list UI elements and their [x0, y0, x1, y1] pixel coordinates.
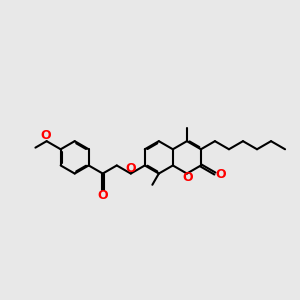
Text: O: O [41, 129, 51, 142]
Text: O: O [98, 189, 108, 202]
Text: O: O [182, 172, 193, 184]
Text: O: O [125, 162, 136, 175]
Text: O: O [215, 168, 226, 181]
